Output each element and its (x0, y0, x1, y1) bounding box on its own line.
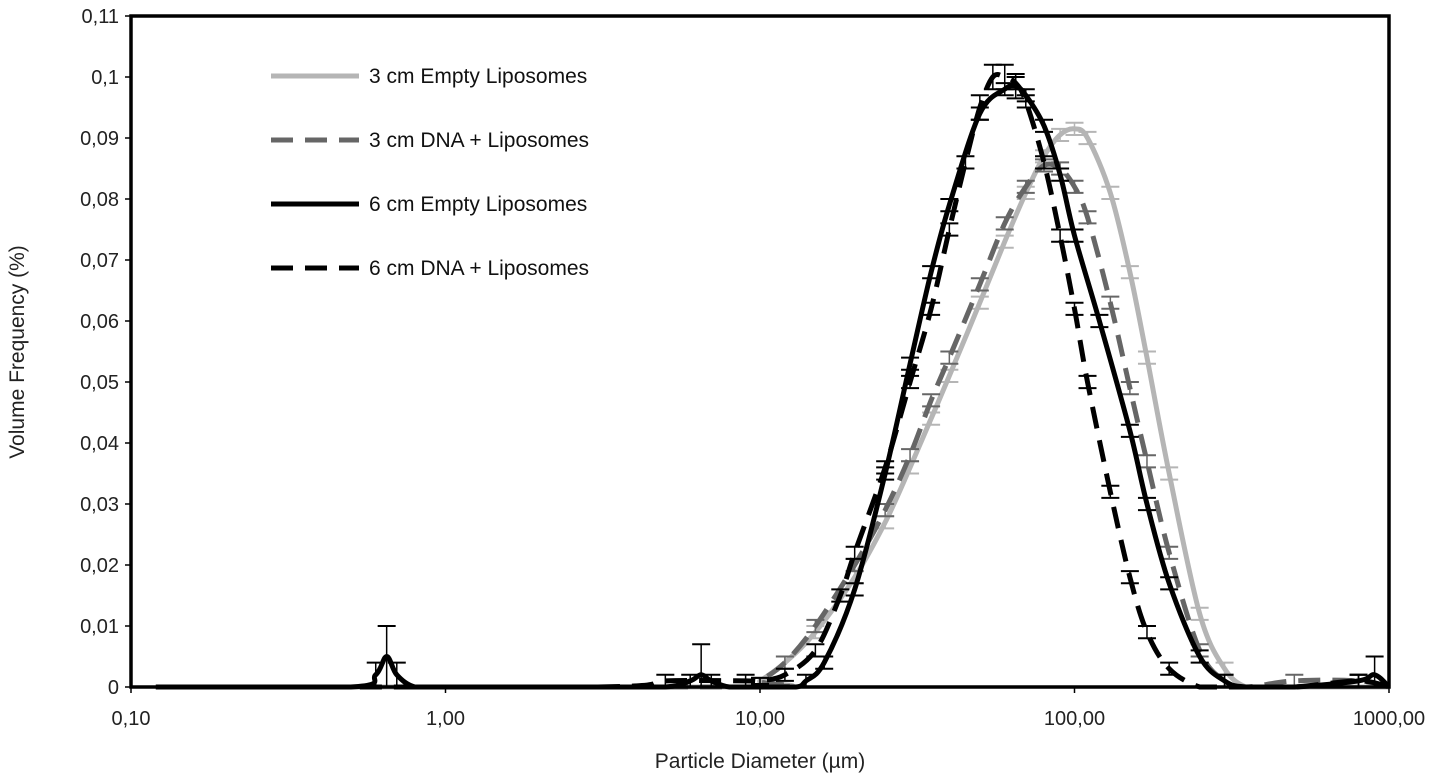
legend-label: 3 cm DNA + Liposomes (369, 129, 589, 152)
y-tick-label: 0,04 (80, 433, 119, 455)
y-tick-label: 0,03 (80, 494, 119, 516)
x-tick-label: 1,00 (426, 708, 465, 730)
y-tick-label: 0,11 (82, 6, 119, 28)
series-line (155, 161, 1390, 690)
series-4 (155, 63, 1390, 690)
y-tick-label: 0,07 (80, 250, 119, 272)
y-axis-title: Volume Frequency (%) (6, 245, 29, 459)
y-tick-label: 0,09 (80, 128, 119, 150)
ticks-layer: 0 0,01 0,02 0,03 0,04 0,05 0,06 0,07 0,08 0,09 0,1… (80, 6, 1425, 730)
y-tick-label: 0,06 (80, 311, 119, 333)
legend-label: 6 cm Empty Liposomes (369, 193, 587, 216)
legend: 3 cm Empty Liposomes 3 cm DNA + Liposomes… (271, 65, 589, 280)
y-tick-label: 0,02 (80, 555, 119, 577)
x-tick-label: 1000,00 (1353, 708, 1425, 730)
legend-label: 6 cm DNA + Liposomes (369, 257, 589, 280)
y-tick-label: 0,08 (80, 189, 119, 211)
series-layer (155, 63, 1391, 690)
legend-label: 3 cm Empty Liposomes (369, 65, 587, 88)
y-tick-label: 0,05 (80, 372, 119, 394)
y-tick-label: 0,01 (80, 616, 119, 638)
x-axis-title: Particle Diameter (µm) (655, 750, 865, 773)
x-tick-label: 10,00 (735, 708, 785, 730)
x-tick-label: 0,10 (112, 708, 151, 730)
y-tick-label: 0,1 (91, 67, 119, 89)
y-tick-label: 0 (108, 677, 119, 699)
x-tick-label: 100,00 (1044, 708, 1105, 730)
